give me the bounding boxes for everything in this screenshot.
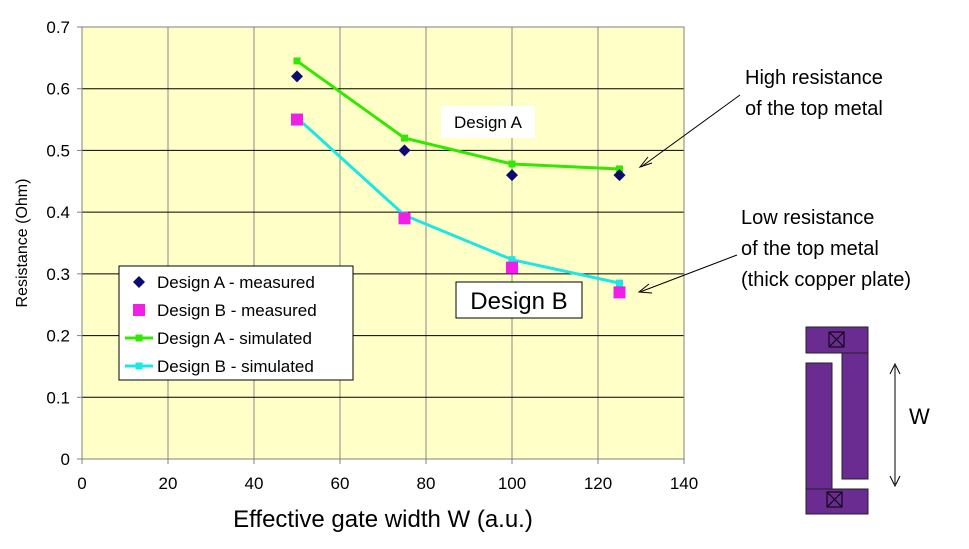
legend-swatch-marker: [135, 334, 143, 342]
series-design-a-measured: [291, 70, 626, 182]
plot-border: [81, 26, 685, 460]
legend-swatch-marker: [133, 304, 145, 316]
high-note-line2: of the top metal: [745, 98, 883, 120]
bottom-contact-icon: [826, 491, 843, 508]
axes: 0 20 40 60 80 100 120 140 0 0.1 0.2 0.3 0.4 0.5 0.6 0.…: [46, 18, 698, 493]
x-tick-label: 80: [417, 474, 436, 493]
high-resistance-note: High resistance of the top metal: [638, 67, 883, 169]
plot-background: [82, 27, 684, 459]
data-point: [616, 165, 623, 173]
y-tick-label: 0.6: [46, 80, 70, 99]
legend: Design A - measured Design B - measured De…: [118, 265, 354, 381]
low-note-line3: (thick copper plate): [741, 269, 911, 291]
top-contact-cross-2: [828, 331, 845, 348]
design-b-label: Design B: [470, 288, 567, 315]
w-arrowhead-bottom: [889, 475, 901, 488]
data-point: [291, 70, 303, 83]
low-note-arrowhead: [637, 283, 653, 294]
y-tick-label: 0.2: [46, 327, 70, 346]
data-point: [398, 144, 411, 157]
y-tick-label: 0.7: [46, 18, 70, 37]
x-tick-label: 0: [77, 474, 86, 493]
legend-box: [118, 265, 354, 381]
legend-item: Design A - measured: [133, 273, 315, 292]
series-line: [296, 59, 620, 171]
x-tick-labels: 0 20 40 60 80 100 120 140: [77, 474, 698, 493]
w-label: W: [909, 404, 930, 429]
device-layout-illustration: W: [805, 326, 930, 515]
x-tick-label: 140: [670, 474, 698, 493]
data-point: [613, 169, 626, 182]
low-note-line2: of the top metal: [741, 238, 879, 260]
x-tick-label: 60: [331, 474, 350, 493]
data-point: [401, 134, 408, 142]
x-tick-label: 100: [498, 474, 526, 493]
legend-label: Design A - measured: [157, 273, 315, 292]
x-tick-label: 40: [245, 474, 264, 493]
design-b-label-box: [455, 281, 583, 319]
series-line: [295, 116, 620, 285]
legend-item: Design B - measured: [133, 301, 317, 320]
data-point: [616, 279, 623, 287]
top-contact-icon: [828, 331, 845, 348]
y-tick-label: 0: [61, 450, 70, 469]
y-tick-label: 0.3: [46, 265, 70, 284]
design-a-label-box: [441, 106, 535, 138]
grid: [77, 26, 685, 464]
x-tick-label: 20: [159, 474, 178, 493]
legend-label: Design B - simulated: [157, 357, 314, 376]
series-layer: [291, 57, 626, 299]
data-point: [613, 286, 626, 299]
data-point: [398, 212, 411, 225]
high-note-line1: High resistance: [745, 67, 883, 89]
legend-item: Design A - simulated: [125, 329, 312, 348]
data-point: [506, 261, 518, 274]
design-a-annotation: Design A: [441, 106, 535, 138]
device-left-finger: [805, 362, 833, 490]
low-note-line1: Low resistance: [741, 207, 874, 229]
high-note-arrow: [640, 94, 741, 168]
y-tick-label: 0.5: [46, 141, 70, 160]
design-b-annotation: Design B: [455, 281, 583, 319]
bottom-contact-cross-2: [826, 491, 843, 508]
y-tick-label: 0.4: [46, 203, 70, 222]
data-point: [506, 169, 518, 182]
legend-items: Design A - measured Design B - measured De…: [125, 273, 317, 376]
series-design-b-measured: [291, 113, 626, 299]
y-axis-label: Resistance (Ohm): [14, 179, 31, 308]
x-tick-label: 120: [584, 474, 612, 493]
low-resistance-note: Low resistance of the top metal (thick c…: [637, 207, 911, 294]
low-note-arrow: [639, 254, 738, 293]
data-point: [293, 57, 301, 65]
design-a-label: Design A: [454, 113, 523, 132]
legend-label: Design A - simulated: [157, 329, 312, 348]
series-design-a-simulated: [293, 57, 623, 173]
device-right-finger: [841, 352, 869, 480]
high-note-arrowhead: [638, 156, 653, 169]
legend-swatch-marker: [135, 362, 143, 370]
legend-label: Design B - measured: [157, 301, 317, 320]
data-point: [291, 113, 303, 126]
w-arrowhead-top: [889, 362, 901, 375]
y-tick-labels: 0 0.1 0.2 0.3 0.4 0.5 0.6 0.7: [46, 18, 70, 469]
plot-area: [77, 26, 685, 464]
legend-swatch-marker: [133, 276, 145, 288]
legend-item: Design B - simulated: [125, 357, 314, 376]
data-point: [508, 256, 516, 264]
y-tick-label: 0.1: [46, 388, 70, 407]
x-axis-label: Effective gate width W (a.u.): [233, 506, 533, 533]
data-point: [508, 160, 516, 168]
